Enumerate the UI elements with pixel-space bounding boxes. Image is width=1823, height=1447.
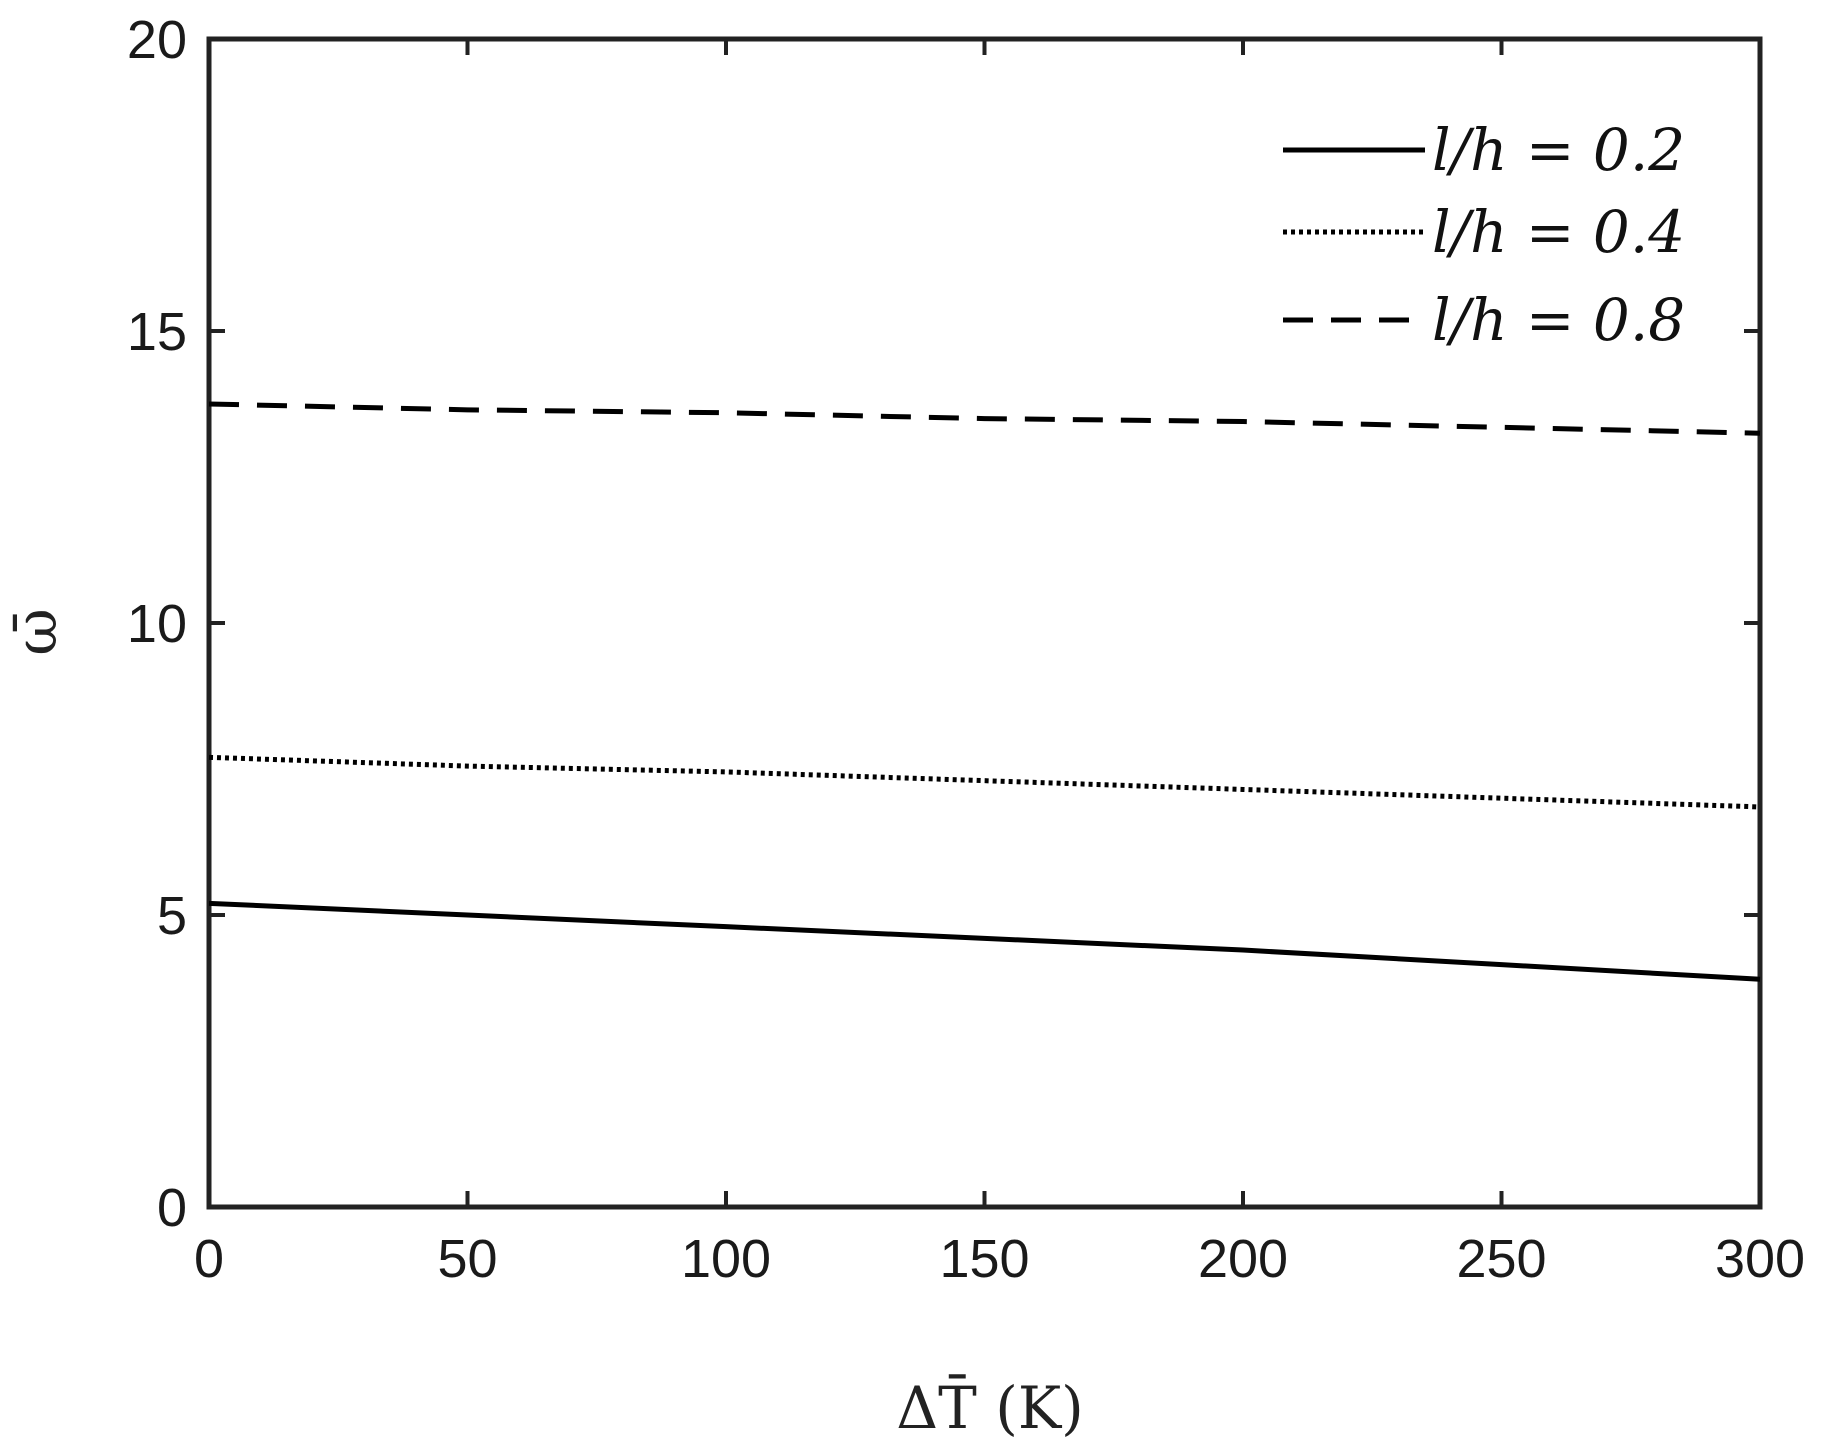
- x-tick-label: 0: [194, 1229, 224, 1289]
- legend: l/h = 0.2 l/h = 0.4 l/h = 0.8: [1283, 116, 1685, 354]
- series-line-2: [208, 754, 1761, 810]
- y-tick-label: 0: [157, 1178, 187, 1238]
- x-tick-label: 300: [1715, 1229, 1805, 1289]
- x-tick-label: 250: [1456, 1229, 1546, 1289]
- series-line-1: [208, 900, 1761, 982]
- legend-label: l/h = 0.2: [1432, 116, 1685, 184]
- x-axis-label: ΔT̄ (K): [896, 1373, 1084, 1442]
- legend-label: l/h = 0.4: [1432, 198, 1685, 266]
- y-axis-label: ω̄: [2, 608, 70, 655]
- y-axis-ticks: 0 5 10 15 20: [127, 10, 1760, 1238]
- y-tick-label: 20: [127, 10, 187, 70]
- series-layer: [208, 401, 1761, 982]
- y-tick-label: 15: [127, 302, 187, 362]
- x-tick-label: 150: [939, 1229, 1029, 1289]
- x-tick-label: 200: [1198, 1229, 1288, 1289]
- x-tick-label: 50: [437, 1229, 497, 1289]
- y-tick-label: 5: [157, 886, 187, 946]
- series-line-3: [208, 401, 1761, 436]
- legend-label: l/h = 0.8: [1432, 286, 1685, 354]
- y-tick-label: 10: [127, 594, 187, 654]
- x-tick-label: 100: [681, 1229, 771, 1289]
- x-axis-ticks: 0 50 100 150 200 250 300: [194, 39, 1805, 1289]
